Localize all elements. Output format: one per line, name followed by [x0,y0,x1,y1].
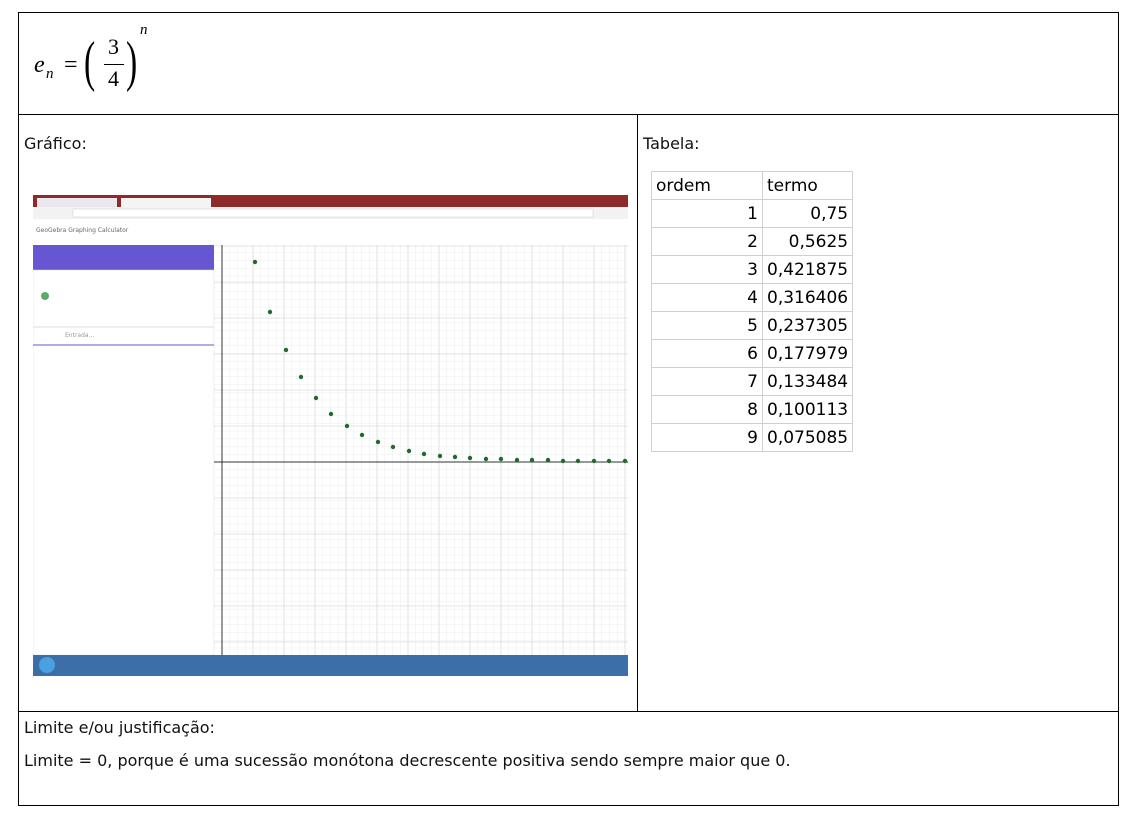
point [515,458,519,462]
fraction-bar [104,64,124,65]
point [284,348,288,352]
url-field [73,209,593,217]
point [407,449,411,453]
table-cell: 8 [652,396,763,424]
point [391,445,395,449]
header-cell: termo [763,172,853,200]
point [530,458,534,462]
point [561,459,565,463]
point [623,459,627,463]
algebra-panel [33,270,214,655]
tab [121,198,211,207]
formula: e n = ( 3 4 ) n [34,22,174,102]
table-cell: 0,100113 [763,396,853,424]
point [438,454,442,458]
table-cell: 0,421875 [763,256,853,284]
table-cell: 0,5625 [763,228,853,256]
table-cell: 3 [652,256,763,284]
equals: = [64,52,78,79]
point [299,375,303,379]
taskbar [33,655,628,676]
point [607,459,611,463]
point [453,455,457,459]
point [360,433,364,437]
divider [18,114,1119,115]
formula-lhs: e [34,52,45,79]
table-cell: 0,75 [763,200,853,228]
table-cell: 6 [652,340,763,368]
point [576,459,580,463]
formula-num: 3 [108,34,119,60]
table-label: Tabela: [643,134,700,153]
table-cell: 0,177979 [763,340,853,368]
paren: ) [126,30,137,94]
table-cell: 9 [652,424,763,452]
point [546,458,550,462]
table-cell: 5 [652,312,763,340]
point [376,440,380,444]
table-cell: 0,075085 [763,424,853,452]
divider [637,114,638,712]
input-placeholder: Entrada... [65,332,94,339]
graph-screenshot: GeoGebra Graphing Calculator Entrada... [33,195,628,676]
conclusion-text: Limite = 0, porque é uma sucessão monóto… [24,751,791,770]
point [468,456,472,460]
conclusion-label: Limite e/ou justificação: [24,718,215,737]
point [592,459,596,463]
point [499,457,503,461]
tab [37,198,117,207]
table-cell: 0,237305 [763,312,853,340]
divider [18,711,1119,712]
table-cell: 0,133484 [763,368,853,396]
point [422,452,426,456]
point [268,310,272,314]
table-cell: 1 [652,200,763,228]
point [484,457,488,461]
app-title: GeoGebra Graphing Calculator [36,227,129,234]
table-cell: 7 [652,368,763,396]
table-cell: 2 [652,228,763,256]
point [345,424,349,428]
start-button [39,657,55,673]
paren: ( [84,30,95,94]
formula-exp: n [140,22,148,39]
point [314,396,318,400]
page: e n = ( 3 4 ) n Gráfico: Tabela: GeoGebr… [0,0,1124,816]
graph-label: Gráfico: [24,134,87,153]
object-icon [41,292,49,300]
formula-sub: n [46,66,54,83]
table-cell: 0,316406 [763,284,853,312]
point [329,412,333,416]
table-cell: 4 [652,284,763,312]
header-cell: ordem [652,172,763,200]
algebra-toolbar [33,245,214,270]
point [253,260,257,264]
formula-den: 4 [108,66,119,92]
